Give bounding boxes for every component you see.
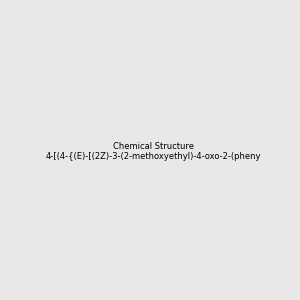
Text: Chemical Structure
4-[(4-{(E)-[(2Z)-3-(2-methoxyethyl)-4-oxo-2-(pheny: Chemical Structure 4-[(4-{(E)-[(2Z)-3-(2… [46,142,262,161]
